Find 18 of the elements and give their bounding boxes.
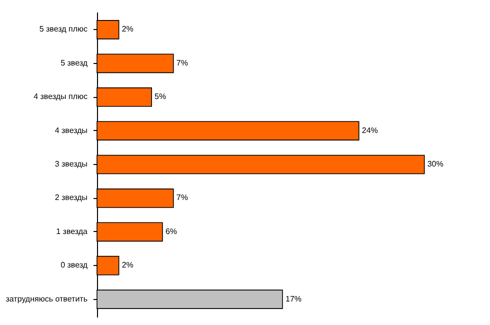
- data-label: 5%: [154, 92, 166, 102]
- y-tick-label: 4 звезды плюс: [34, 92, 88, 102]
- data-label: 6%: [165, 226, 178, 236]
- y-tick-label: 2 звезды: [54, 193, 88, 202]
- y-tick-label: 5 звезд: [60, 58, 88, 68]
- data-label: 2%: [122, 24, 134, 34]
- y-tick-label: 3 звезды: [54, 160, 88, 168]
- y-tick-label: 1 звезда: [56, 226, 88, 236]
- y-tick-label: 5 звезд плюс: [39, 24, 88, 34]
- data-label: 7%: [176, 58, 188, 68]
- data-label: 30%: [427, 160, 444, 168]
- data-label: 17%: [286, 294, 302, 304]
- data-label: 2%: [122, 260, 134, 270]
- data-label: 7%: [176, 193, 188, 202]
- y-tick-label: затрудняюсь ответить: [6, 294, 88, 304]
- y-tick-label: 0 звезд: [60, 260, 88, 270]
- data-label: 24%: [362, 126, 378, 135]
- y-tick-label: 4 звезды: [54, 126, 88, 135]
